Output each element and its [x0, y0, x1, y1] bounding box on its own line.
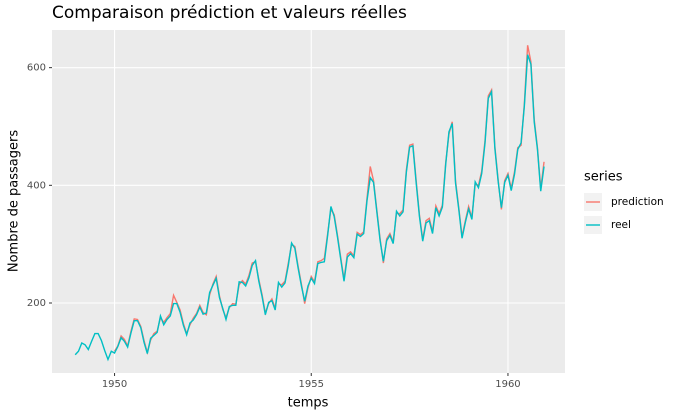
y-tick-label: 200: [27, 298, 46, 309]
y-axis-title: Nombre de passagers: [7, 130, 22, 272]
x-axis-title: temps: [288, 396, 329, 411]
legend-label: reel: [611, 219, 631, 231]
y-tick-label: 600: [27, 63, 46, 74]
x-tick-label: 1960: [495, 379, 520, 390]
x-tick-label: 1955: [299, 379, 324, 390]
legend-label: prediction: [611, 196, 664, 208]
x-tick-label: 1950: [102, 379, 127, 390]
legend-title: series: [584, 170, 623, 185]
y-tick-label: 400: [27, 180, 46, 191]
plot-panel: [52, 30, 565, 373]
series-line: [74, 54, 545, 362]
chart-title: Comparaison prédiction et valeurs réelle…: [52, 3, 407, 23]
